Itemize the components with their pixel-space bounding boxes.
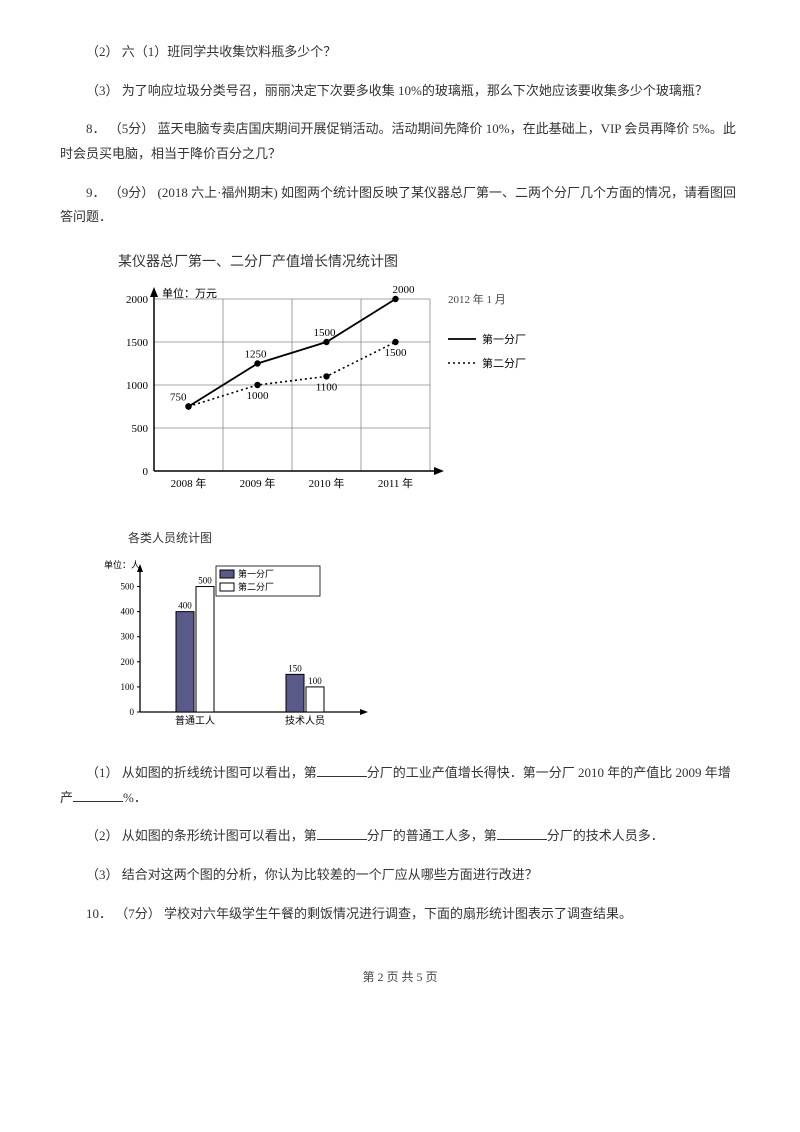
- svg-text:第二分厂: 第二分厂: [482, 356, 526, 370]
- svg-text:300: 300: [121, 632, 135, 642]
- svg-text:第一分厂: 第一分厂: [482, 332, 526, 346]
- blank-2[interactable]: [73, 788, 123, 802]
- svg-text:400: 400: [178, 601, 192, 611]
- bar-chart: 0 100 200 300 400 500 单位：人 400 500 普通工人 150 100 技术人员…: [100, 554, 370, 734]
- svg-text:1500: 1500: [314, 327, 337, 339]
- bar-chart-title: 各类人员统计图: [128, 527, 740, 550]
- svg-text:0: 0: [130, 707, 135, 717]
- question-2: （2） 六（1）班同学共收集饮料瓶多少个？: [60, 40, 740, 65]
- q9-1-text-c: %．: [123, 790, 147, 805]
- bar-chart-container: 各类人员统计图 0 100 200 300 400 500 单位：人 400 500 普通工人 15…: [100, 527, 740, 742]
- line-chart: 0 500 1000 1500 2000 单位：万元 2008 年 2009 年 2010 年 2…: [100, 281, 560, 501]
- question-9-3: （3） 结合对这两个图的分析，你认为比较差的一个厂应从哪些方面进行改进？: [60, 863, 740, 888]
- q9-1-text-a: （1） 从如图的折线统计图可以看出，第: [86, 765, 317, 780]
- question-8: 8． （5分） 蓝天电脑专卖店国庆期间开展促销活动。活动期间先降价 10%，在此…: [60, 117, 740, 166]
- question-10: 10． （7分） 学校对六年级学生午餐的剩饭情况进行调查，下面的扇形统计图表示了…: [60, 902, 740, 927]
- svg-text:普通工人: 普通工人: [175, 714, 215, 727]
- svg-text:2000: 2000: [393, 284, 416, 296]
- svg-text:1100: 1100: [316, 381, 338, 393]
- page-footer: 第 2 页 共 5 页: [60, 966, 740, 989]
- question-3: （3） 为了响应垃圾分类号召，丽丽决定下次要多收集 10%的玻璃瓶，那么下次她应…: [60, 79, 740, 104]
- q9-2-text-c: 分厂的技术人员多．: [547, 828, 664, 843]
- line-chart-title: 某仪器总厂第一、二分厂产值增长情况统计图: [118, 248, 740, 275]
- svg-text:2011 年: 2011 年: [378, 476, 413, 490]
- svg-text:2010 年: 2010 年: [309, 476, 345, 490]
- svg-text:0: 0: [143, 466, 149, 478]
- svg-text:第二分厂: 第二分厂: [238, 581, 274, 592]
- svg-text:400: 400: [121, 607, 135, 617]
- q9-2-text-b: 分厂的普通工人多，第: [367, 828, 497, 843]
- svg-text:750: 750: [170, 391, 187, 403]
- svg-text:2008 年: 2008 年: [171, 476, 207, 490]
- svg-text:100: 100: [121, 682, 135, 692]
- blank-1[interactable]: [317, 763, 367, 777]
- svg-text:单位：人: 单位：人: [104, 559, 140, 570]
- svg-text:技术人员: 技术人员: [285, 714, 325, 727]
- question-9-intro: 9． （9分） (2018 六上·福州期末) 如图两个统计图反映了某仪器总厂第一…: [60, 181, 740, 230]
- line-chart-container: 某仪器总厂第一、二分厂产值增长情况统计图 0 500 1000 1500 2000 单位：…: [100, 248, 740, 509]
- svg-text:500: 500: [132, 423, 149, 435]
- svg-text:1500: 1500: [385, 347, 408, 359]
- svg-text:第一分厂: 第一分厂: [238, 568, 274, 579]
- svg-text:2009 年: 2009 年: [240, 476, 276, 490]
- q9-2-text-a: （2） 从如图的条形统计图可以看出，第: [86, 828, 317, 843]
- svg-text:单位：万元: 单位：万元: [162, 286, 217, 300]
- svg-text:200: 200: [121, 657, 135, 667]
- question-9-2: （2） 从如图的条形统计图可以看出，第 分厂的普通工人多，第 分厂的技术人员多．: [60, 824, 740, 849]
- svg-text:2000: 2000: [126, 294, 149, 306]
- question-9-1: （1） 从如图的折线统计图可以看出，第分厂的工业产值增长得快．第一分厂 2010…: [60, 761, 740, 810]
- blank-4[interactable]: [497, 826, 547, 840]
- svg-text:500: 500: [121, 582, 135, 592]
- svg-text:150: 150: [288, 664, 302, 674]
- svg-text:2012 年 1 月: 2012 年 1 月: [448, 292, 506, 306]
- svg-text:1250: 1250: [245, 348, 268, 360]
- svg-text:1000: 1000: [126, 380, 149, 392]
- svg-text:100: 100: [308, 676, 322, 686]
- svg-text:1500: 1500: [126, 337, 149, 349]
- svg-text:1000: 1000: [247, 390, 270, 402]
- blank-3[interactable]: [317, 826, 367, 840]
- svg-text:500: 500: [198, 576, 212, 586]
